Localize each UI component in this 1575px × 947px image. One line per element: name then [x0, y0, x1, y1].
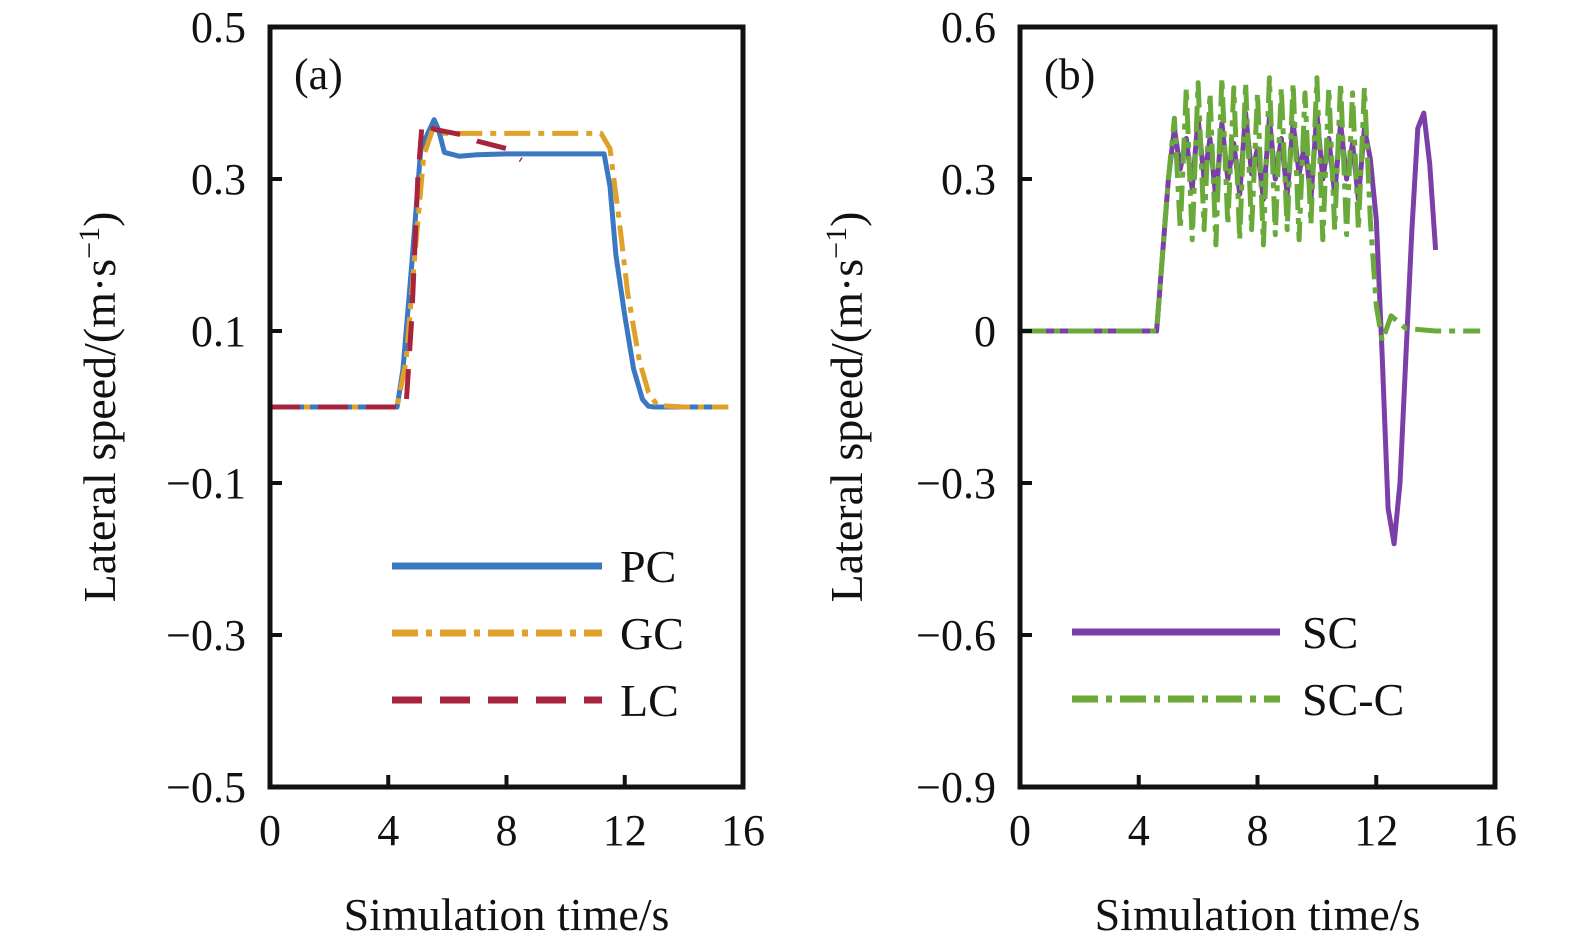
x-tick-label: 4	[377, 806, 399, 855]
y-tick-label: −0.3	[166, 611, 246, 660]
y-tick-label: −0.3	[916, 459, 996, 508]
series-line-lc	[270, 119, 523, 410]
x-tick-label: 12	[1354, 806, 1398, 855]
x-tick-label: 12	[603, 806, 647, 855]
legend-label-lc: LC	[620, 675, 679, 726]
chart-panel-a: 0 4 8 12 16 −0.5 −0.3 −0.1 0.1 0.3 0.5 (a) Simulatio…	[73, 3, 766, 940]
y-tick-label: −0.1	[166, 459, 246, 508]
y-tick-label: −0.9	[916, 763, 996, 812]
y-tick-label: 0.5	[191, 3, 246, 52]
y-tick-label: 0.1	[191, 307, 246, 356]
panel-label: (a)	[294, 50, 343, 99]
y-tick-label: −0.5	[166, 763, 246, 812]
y-tick-label: 0.3	[191, 155, 246, 204]
series-line-sc-c	[1020, 75, 1481, 344]
legend-label-gc: GC	[620, 608, 684, 659]
series-line-gc	[270, 127, 729, 410]
legend: SC SC-C	[1072, 607, 1404, 725]
x-axis-label: Simulation time/s	[1095, 889, 1421, 940]
y-tick-label: −0.6	[916, 611, 996, 660]
x-tick-label: 8	[1247, 806, 1269, 855]
plot-frame	[1017, 24, 1498, 790]
y-tick-label: 0.6	[941, 3, 996, 52]
y-axis-label: Lateral speed/(m·s−1)	[73, 212, 126, 603]
legend-label-pc: PC	[620, 541, 676, 592]
y-axis-label: Lateral speed/(m·s−1)	[820, 212, 873, 603]
x-tick-label: 4	[1128, 806, 1150, 855]
x-tick-label: 0	[1009, 806, 1031, 855]
series-line-pc	[270, 117, 729, 410]
legend-label-sc-c: SC-C	[1302, 674, 1404, 725]
legend-label-sc: SC	[1302, 607, 1358, 658]
y-tick-label: 0	[974, 307, 996, 356]
series-line-sc	[1020, 110, 1439, 547]
x-tick-label: 16	[1473, 806, 1517, 855]
x-tick-label: 0	[259, 806, 281, 855]
legend: PC GC LC	[392, 541, 684, 726]
x-tick-label: 8	[496, 806, 518, 855]
chart-panel-b: 0 4 8 12 16 −0.9 −0.6 −0.3 0 0.3 0.6 (b) Simulation …	[820, 3, 1518, 940]
y-tick-label: 0.3	[941, 155, 996, 204]
x-axis-label: Simulation time/s	[344, 889, 670, 940]
x-tick-label: 16	[721, 806, 765, 855]
panel-label: (b)	[1044, 50, 1095, 99]
